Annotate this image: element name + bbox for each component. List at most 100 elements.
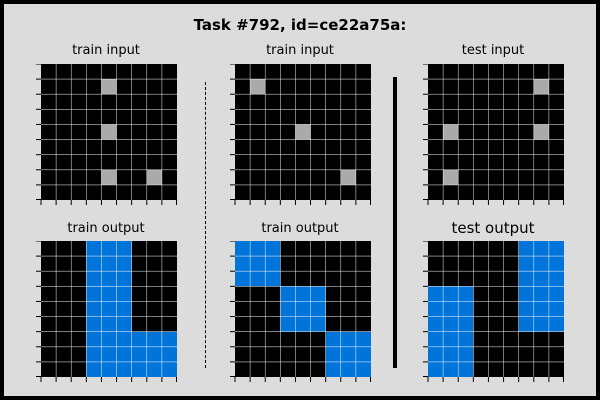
grid-cell — [250, 241, 266, 257]
panel-label-test-output: test output — [451, 219, 535, 237]
grid-train-input-2 — [230, 64, 371, 205]
grid-cell — [265, 256, 281, 272]
grid-cell — [250, 361, 266, 377]
grid-cell — [146, 331, 162, 347]
grid-cell — [428, 271, 444, 287]
grid-cell — [41, 286, 57, 302]
grid-cell — [325, 346, 341, 362]
grid-cell — [41, 94, 57, 110]
grid-cell — [310, 241, 326, 257]
grid-cell — [473, 139, 489, 155]
grid-cell — [473, 109, 489, 125]
grid-cell — [355, 301, 371, 317]
grid-cell — [235, 64, 251, 80]
grid-cell — [41, 109, 57, 125]
grid-cell — [533, 316, 549, 332]
grid-cell — [533, 139, 549, 155]
grid-cell — [295, 94, 311, 110]
grid-cell — [86, 301, 102, 317]
grid-cell — [458, 256, 474, 272]
grid-cell — [503, 301, 519, 317]
grid-cell — [428, 301, 444, 317]
grid-cell — [488, 256, 504, 272]
grid-cell — [503, 64, 519, 80]
grid-cell — [325, 169, 341, 185]
grid-cell — [473, 331, 489, 347]
grid-cell — [518, 286, 534, 302]
grid-cell — [161, 79, 177, 95]
grid-cell — [265, 301, 281, 317]
grid-cell — [86, 331, 102, 347]
grid-cell — [250, 331, 266, 347]
grid-cell — [355, 184, 371, 200]
grid-cell — [71, 286, 87, 302]
grid-cell — [250, 184, 266, 200]
grid-cell — [280, 256, 296, 272]
grid-cell — [56, 184, 72, 200]
grid-train-input-1 — [36, 64, 177, 205]
grid-cell — [101, 139, 117, 155]
grid-cell — [443, 271, 459, 287]
grid-cell — [41, 184, 57, 200]
grid-cell — [116, 64, 132, 80]
grid-cell — [101, 286, 117, 302]
grid-cell — [295, 184, 311, 200]
grid-cell — [340, 361, 356, 377]
grid-cell — [235, 109, 251, 125]
grid-cell — [250, 169, 266, 185]
grid-cell — [131, 286, 147, 302]
panel-label-train-input-1: train input — [72, 43, 140, 58]
grid-cell — [458, 109, 474, 125]
grid-cell — [503, 316, 519, 332]
grid-cell — [71, 331, 87, 347]
grid-cell — [116, 154, 132, 170]
grid-cell — [131, 256, 147, 272]
grid-cell — [443, 316, 459, 332]
grid-cell — [56, 301, 72, 317]
grid-cell — [161, 169, 177, 185]
grid-cell — [518, 346, 534, 362]
grid-cell — [443, 79, 459, 95]
grid-cell — [71, 169, 87, 185]
grid-cell — [518, 154, 534, 170]
grid-cell — [250, 316, 266, 332]
grid-cell — [443, 184, 459, 200]
grid-cell — [518, 361, 534, 377]
grid-cell — [503, 241, 519, 257]
grid-cell — [280, 241, 296, 257]
grid-cell — [56, 169, 72, 185]
grid-cell — [548, 184, 564, 200]
grid-cell — [325, 241, 341, 257]
grid-cell — [548, 286, 564, 302]
grid-cell — [488, 139, 504, 155]
grid-cell — [265, 331, 281, 347]
grid-cell — [355, 109, 371, 125]
grid-cell — [41, 331, 57, 347]
grid-cell — [355, 331, 371, 347]
grid-cell — [458, 79, 474, 95]
grid-cell — [458, 184, 474, 200]
grid-cell — [86, 154, 102, 170]
grid-cell — [161, 94, 177, 110]
grid-cell — [265, 109, 281, 125]
grid-cell — [488, 331, 504, 347]
grid-cell — [86, 79, 102, 95]
grid-cell — [71, 139, 87, 155]
grid-cell — [235, 361, 251, 377]
grid-cell — [295, 154, 311, 170]
grid-cell — [473, 301, 489, 317]
grid-cell — [310, 256, 326, 272]
grid-cell — [428, 286, 444, 302]
grid-cell — [473, 346, 489, 362]
grid-cell — [235, 316, 251, 332]
grid-cell — [443, 109, 459, 125]
grid-cell — [518, 301, 534, 317]
grid-cell — [161, 241, 177, 257]
grid-cell — [116, 94, 132, 110]
grid-cell — [250, 109, 266, 125]
grid-cell — [265, 64, 281, 80]
grid-cell — [325, 139, 341, 155]
grid-cell — [56, 241, 72, 257]
grid-cell — [71, 346, 87, 362]
grid-cell — [428, 109, 444, 125]
